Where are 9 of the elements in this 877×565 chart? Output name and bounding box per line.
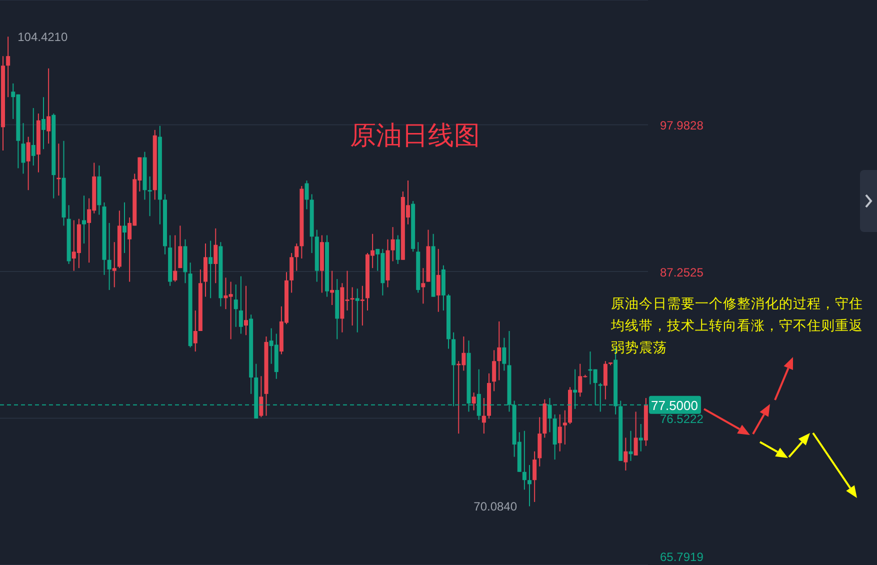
annotation: 104.4210 [18,30,68,44]
ref-line-label: 77.5000 [651,398,698,413]
annotation: 70.0840 [474,500,518,514]
text: 原油日线图 [349,119,481,152]
annotation: 原油今日需要一个修整消化的过程，守住均线带，技术上转向看涨，守不住则重返弱势震荡 [611,295,864,357]
y-tick-label: 87.2525 [660,265,704,280]
y-tick-label: 76.5222 [660,412,704,426]
y-tick-label: 97.9828 [660,118,704,133]
y-tick-label: 65.7919 [660,550,704,564]
